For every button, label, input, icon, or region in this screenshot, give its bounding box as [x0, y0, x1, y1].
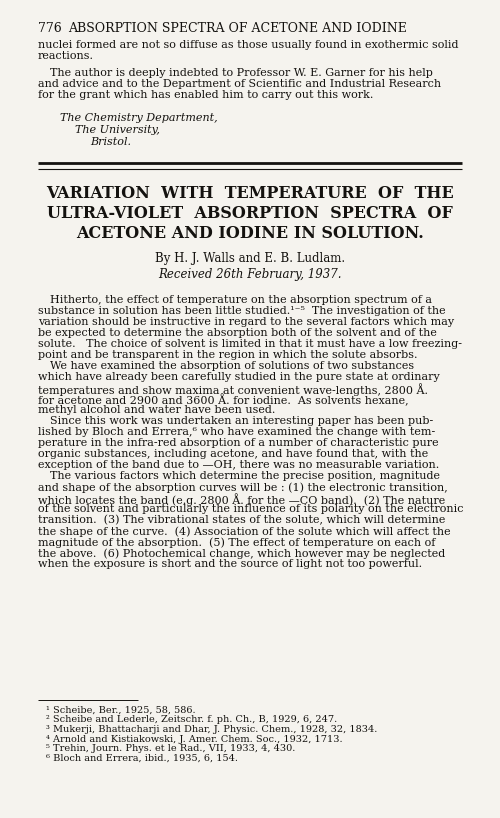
Text: ¹ Scheibe, Ber., 1925, 58, 586.: ¹ Scheibe, Ber., 1925, 58, 586. — [46, 706, 196, 715]
Text: organic substances, including acetone, and have found that, with the: organic substances, including acetone, a… — [38, 449, 428, 459]
Text: when the exposure is short and the source of light not too powerful.: when the exposure is short and the sourc… — [38, 559, 422, 569]
Text: exception of the band due to —OH, there was no measurable variation.: exception of the band due to —OH, there … — [38, 460, 440, 470]
Text: for the grant which has enabled him to carry out this work.: for the grant which has enabled him to c… — [38, 90, 374, 100]
Text: ACETONE AND IODINE IN SOLUTION.: ACETONE AND IODINE IN SOLUTION. — [76, 225, 424, 242]
Text: transition.  (3) The vibrational states of the solute, which will determine: transition. (3) The vibrational states o… — [38, 515, 446, 525]
Text: variation should be instructive in regard to the several factors which may: variation should be instructive in regar… — [38, 317, 454, 327]
Text: ABSORPTION SPECTRA OF ACETONE AND IODINE: ABSORPTION SPECTRA OF ACETONE AND IODINE — [68, 22, 407, 35]
Text: of the solvent and particularly the influence of its polarity on the electronic: of the solvent and particularly the infl… — [38, 504, 464, 514]
Text: 776: 776 — [38, 22, 62, 35]
Text: Since this work was undertaken an interesting paper has been pub-: Since this work was undertaken an intere… — [50, 416, 433, 426]
Text: ⁶ Bloch and Errera, ibid., 1935, 6, 154.: ⁶ Bloch and Errera, ibid., 1935, 6, 154. — [46, 753, 238, 762]
Text: point and be transparent in the region in which the solute absorbs.: point and be transparent in the region i… — [38, 350, 418, 360]
Text: be expected to determine the absorption both of the solvent and of the: be expected to determine the absorption … — [38, 328, 437, 338]
Text: ULTRA-VIOLET  ABSORPTION  SPECTRA  OF: ULTRA-VIOLET ABSORPTION SPECTRA OF — [47, 205, 453, 222]
Text: By H. J. Walls and E. B. Ludlam.: By H. J. Walls and E. B. Ludlam. — [155, 252, 345, 265]
Text: Hitherto, the effect of temperature on the absorption spectrum of a: Hitherto, the effect of temperature on t… — [50, 295, 432, 305]
Text: which have already been carefully studied in the pure state at ordinary: which have already been carefully studie… — [38, 372, 440, 382]
Text: The University,: The University, — [75, 125, 160, 135]
Text: methyl alcohol and water have been used.: methyl alcohol and water have been used. — [38, 405, 276, 415]
Text: the above.  (6) Photochemical change, which however may be neglected: the above. (6) Photochemical change, whi… — [38, 548, 446, 559]
Text: ³ Mukerji, Bhattacharji and Dhar, J. Physic. Chem., 1928, 32, 1834.: ³ Mukerji, Bhattacharji and Dhar, J. Phy… — [46, 725, 378, 734]
Text: and advice and to the Department of Scientific and Industrial Research: and advice and to the Department of Scie… — [38, 79, 441, 89]
Text: The Chemistry Department,: The Chemistry Department, — [60, 113, 218, 123]
Text: ⁴ Arnold and Kistiakowski, J. Amer. Chem. Soc., 1932, 1713.: ⁴ Arnold and Kistiakowski, J. Amer. Chem… — [46, 735, 343, 744]
Text: for acetone and 2900 and 3600 Å. for iodine.  As solvents hexane,: for acetone and 2900 and 3600 Å. for iod… — [38, 394, 408, 407]
Text: ² Scheibe and Lederle, Zeitschr. f. ph. Ch., B, 1929, 6, 247.: ² Scheibe and Lederle, Zeitschr. f. ph. … — [46, 716, 337, 725]
Text: temperatures and show maxima at convenient wave-lengths, 2800 Å.: temperatures and show maxima at convenie… — [38, 383, 428, 396]
Text: ⁵ Trehin, Journ. Phys. et le Rad., VII, 1933, 4, 430.: ⁵ Trehin, Journ. Phys. et le Rad., VII, … — [46, 744, 296, 753]
Text: perature in the infra-red absorption of a number of characteristic pure: perature in the infra-red absorption of … — [38, 438, 438, 448]
Text: The author is deeply indebted to Professor W. E. Garner for his help: The author is deeply indebted to Profess… — [50, 68, 433, 78]
Text: solute.   The choice of solvent is limited in that it must have a low freezing-: solute. The choice of solvent is limited… — [38, 339, 462, 349]
Text: Received 26th February, 1937.: Received 26th February, 1937. — [158, 268, 342, 281]
Text: substance in solution has been little studied.¹⁻⁵  The investigation of the: substance in solution has been little st… — [38, 306, 446, 316]
Text: lished by Bloch and Errera,⁶ who have examined the change with tem-: lished by Bloch and Errera,⁶ who have ex… — [38, 427, 435, 437]
Text: reactions.: reactions. — [38, 51, 94, 61]
Text: nuclei formed are not so diffuse as those usually found in exothermic solid: nuclei formed are not so diffuse as thos… — [38, 40, 459, 50]
Text: magnitude of the absorption.  (5) The effect of temperature on each of: magnitude of the absorption. (5) The eff… — [38, 537, 436, 547]
Text: Bristol.: Bristol. — [90, 137, 131, 147]
Text: VARIATION  WITH  TEMPERATURE  OF  THE: VARIATION WITH TEMPERATURE OF THE — [46, 185, 454, 202]
Text: The various factors which determine the precise position, magnitude: The various factors which determine the … — [50, 471, 440, 481]
Text: the shape of the curve.  (4) Association of the solute which will affect the: the shape of the curve. (4) Association … — [38, 526, 451, 537]
Text: which locates the band (e.g. 2800 Å. for the —CO band).  (2) The nature: which locates the band (e.g. 2800 Å. for… — [38, 493, 446, 506]
Text: and shape of the absorption curves will be : (1) the electronic transition,: and shape of the absorption curves will … — [38, 482, 448, 492]
Text: We have examined the absorption of solutions of two substances: We have examined the absorption of solut… — [50, 361, 414, 371]
